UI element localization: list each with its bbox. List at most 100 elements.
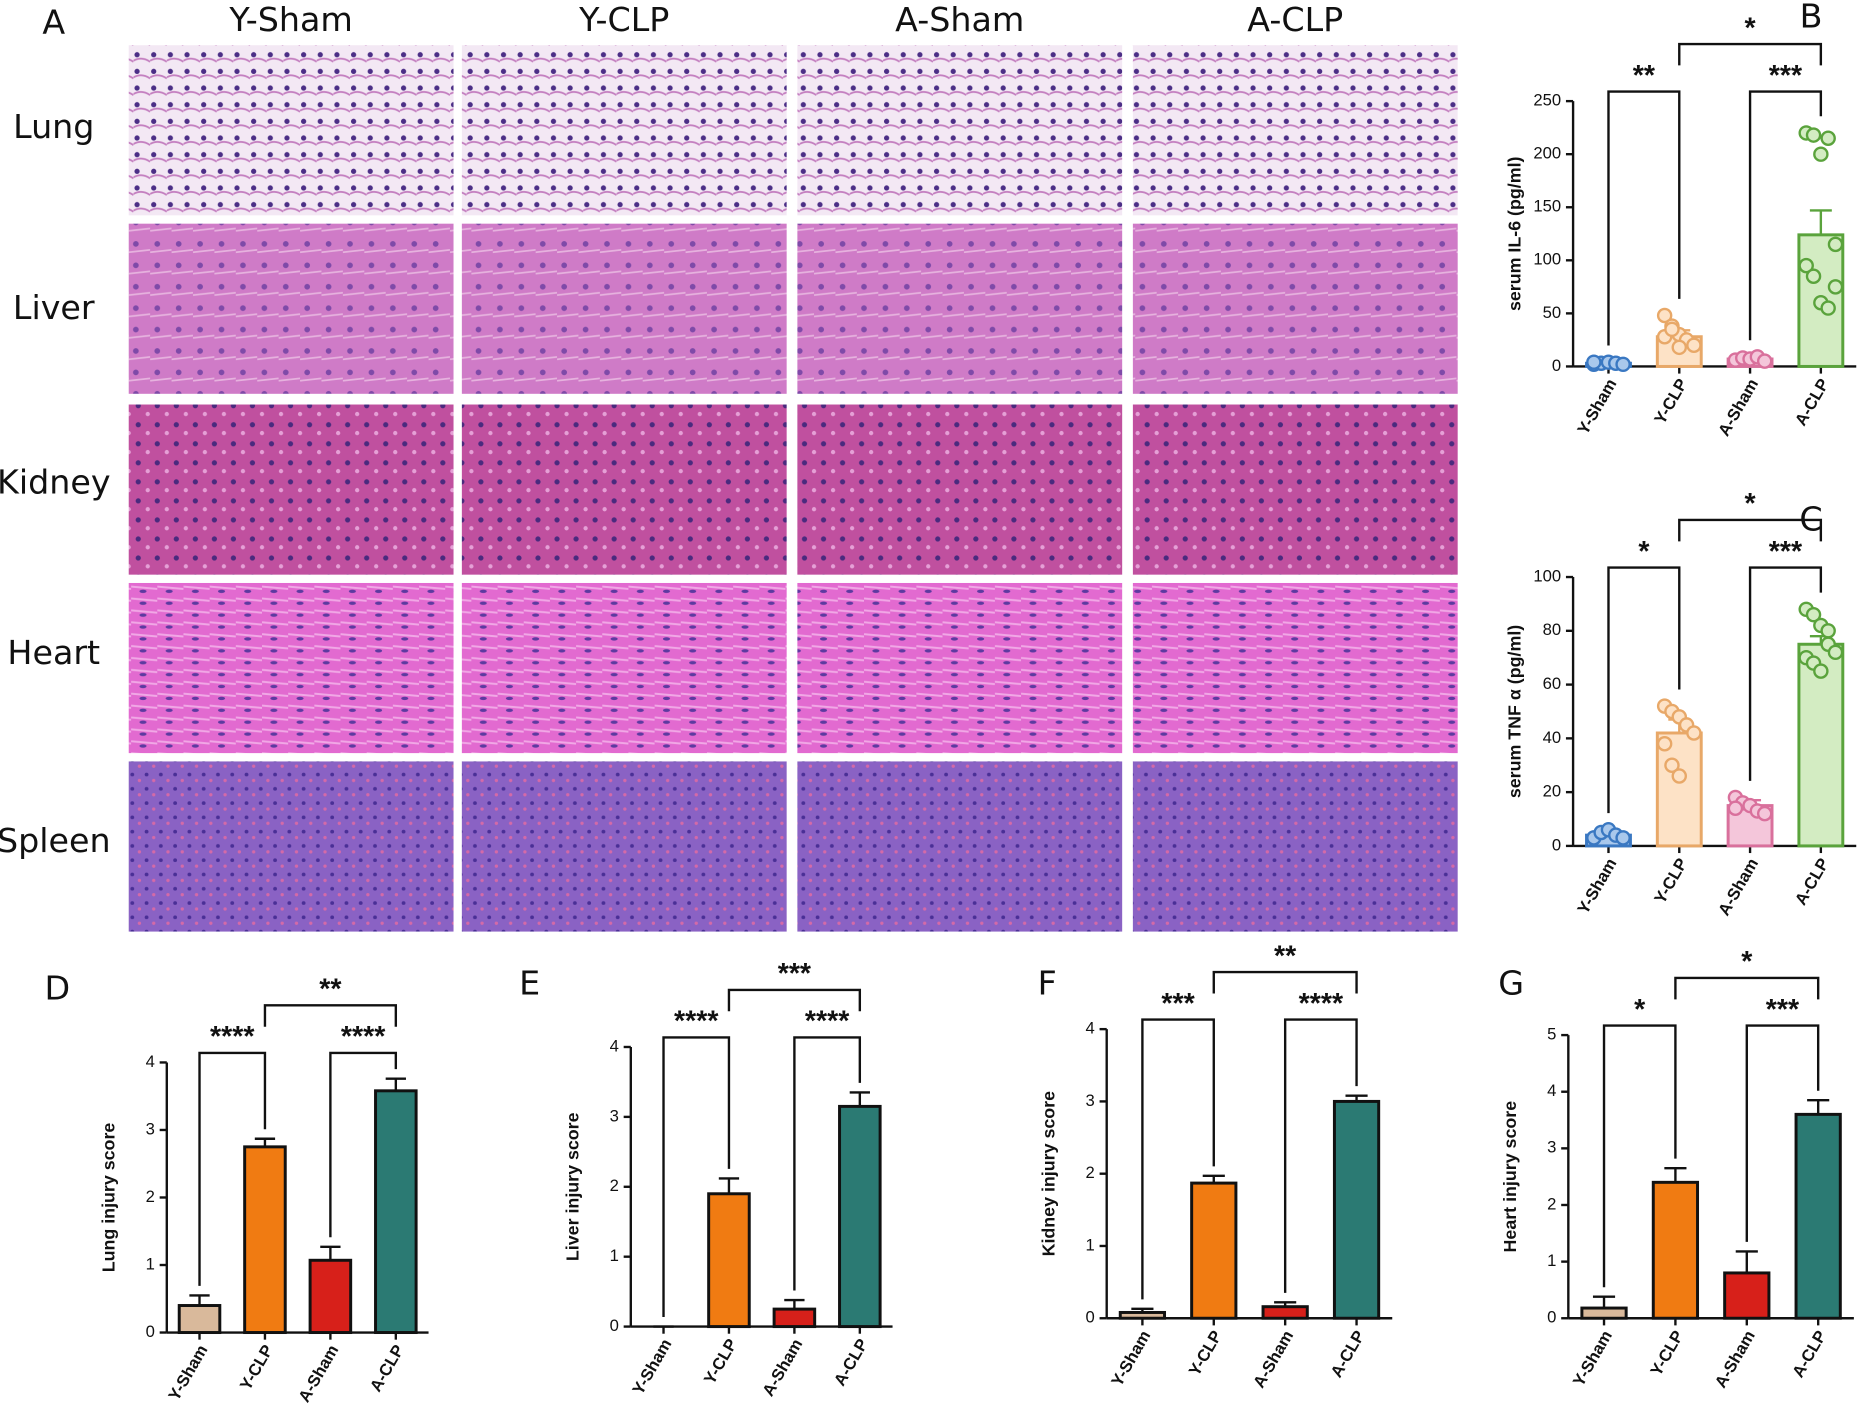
x-tick-label: Y-CLP — [236, 1341, 277, 1393]
y-tick-label: 4 — [1547, 1081, 1556, 1100]
data-point — [1756, 805, 1773, 822]
bar — [838, 1104, 882, 1329]
y-tick-label: 4 — [1086, 1019, 1095, 1038]
row-label: Spleen — [0, 821, 111, 860]
histology-image — [461, 223, 787, 394]
significance-bracket — [329, 1051, 398, 1238]
significance-bracket — [263, 1004, 398, 1027]
histology-image — [128, 582, 454, 754]
x-tick-label: A-Sham — [1714, 855, 1762, 919]
significance-label: *** — [1766, 994, 1800, 1026]
significance-bracket — [1283, 1018, 1358, 1293]
bar — [1118, 1310, 1167, 1320]
bar — [1797, 642, 1845, 848]
error-bar — [1735, 1250, 1758, 1273]
panel-letter: E — [519, 964, 540, 1003]
bar — [1723, 1271, 1771, 1320]
bar — [243, 1145, 287, 1335]
y-tick-label: 0 — [1086, 1308, 1095, 1327]
y-tick-label: 3 — [146, 1119, 155, 1138]
panel-letter: A — [42, 2, 65, 41]
bar — [308, 1258, 353, 1335]
x-tick-label: A-Sham — [759, 1336, 807, 1400]
bar — [1794, 1112, 1842, 1320]
y-tick-label: 0 — [1547, 1308, 1556, 1327]
column-header: Y-CLP — [578, 0, 669, 39]
bar — [1190, 1181, 1238, 1320]
histology-image — [797, 582, 1123, 754]
data-point — [1615, 830, 1631, 846]
significance-label: ** — [1274, 940, 1297, 972]
significance-bracket — [198, 1051, 267, 1286]
histology-image — [1132, 761, 1458, 932]
x-tick-label: A-CLP — [830, 1336, 872, 1390]
y-tick-label: 2 — [146, 1187, 155, 1206]
significance-label: *** — [1769, 60, 1803, 92]
significance-label: * — [1745, 488, 1757, 520]
y-tick-label: 0 — [610, 1316, 619, 1335]
significance-bracket — [1602, 1024, 1677, 1288]
x-tick-label: A-CLP — [366, 1341, 408, 1395]
data-point — [1615, 356, 1631, 373]
y-tick-label: 40 — [1543, 728, 1562, 747]
y-tick-label: 4 — [610, 1036, 619, 1055]
significance-bracket — [1748, 90, 1823, 341]
significance-label: **** — [210, 1021, 255, 1053]
y-tick-label: 2 — [1086, 1163, 1095, 1182]
error-bar — [718, 1177, 740, 1194]
data-point — [1686, 337, 1702, 353]
column-header: A-Sham — [895, 0, 1024, 39]
data-point — [1664, 757, 1680, 773]
column-header: A-CLP — [1247, 0, 1343, 39]
y-tick-label: 250 — [1533, 91, 1561, 110]
bar — [772, 1307, 817, 1329]
data-point — [1827, 236, 1844, 253]
significance-bracket — [1141, 1018, 1215, 1300]
panel-letter: D — [45, 968, 71, 1007]
histology-image — [461, 45, 787, 216]
data-point — [1756, 353, 1773, 369]
row-label: Heart — [7, 633, 100, 672]
significance-bracket — [662, 1036, 731, 1318]
data-point — [1805, 606, 1822, 623]
error-bar — [254, 1137, 276, 1147]
x-tick-label: Y-Sham — [1107, 1327, 1154, 1389]
column-header: Y-Sham — [228, 0, 352, 39]
x-tick-label: A-Sham — [1249, 1327, 1297, 1391]
data-point — [1686, 725, 1702, 741]
data-point — [1805, 268, 1822, 284]
x-tick-label: A-CLP — [1327, 1327, 1369, 1381]
y-tick-label: 60 — [1543, 674, 1562, 693]
significance-label: *** — [1769, 536, 1803, 568]
x-tick-label: A-Sham — [1714, 375, 1762, 439]
significance-bracket — [1748, 566, 1823, 781]
error-bar — [849, 1091, 870, 1107]
y-tick-label: 1 — [610, 1246, 619, 1265]
x-tick-label: Y-Sham — [629, 1336, 676, 1398]
significance-label: * — [1634, 994, 1646, 1026]
row-label: Kidney — [0, 463, 111, 502]
error-bar — [1807, 1099, 1830, 1115]
bar — [1261, 1305, 1309, 1320]
y-tick-label: 2 — [1547, 1194, 1556, 1213]
y-tick-label: 0 — [146, 1322, 155, 1341]
histology-image — [797, 223, 1123, 394]
histology-image — [1132, 582, 1458, 754]
data-point — [1671, 339, 1688, 356]
significance-label: **** — [674, 1006, 719, 1038]
row-label: Liver — [13, 288, 95, 327]
significance-label: ** — [319, 974, 342, 1006]
x-tick-label: A-CLP — [1788, 1327, 1830, 1381]
bar — [1332, 1099, 1381, 1320]
histology-image — [1132, 223, 1458, 394]
histology-image — [128, 223, 454, 394]
data-point — [1656, 307, 1673, 324]
panel-letter: G — [1498, 964, 1524, 1003]
data-point — [1820, 623, 1836, 639]
x-tick-label: Y-CLP — [700, 1336, 741, 1388]
y-tick-label: 1 — [1547, 1251, 1556, 1270]
histology-image — [797, 761, 1123, 932]
error-bar — [1345, 1094, 1368, 1102]
y-tick-label: 100 — [1533, 566, 1561, 585]
